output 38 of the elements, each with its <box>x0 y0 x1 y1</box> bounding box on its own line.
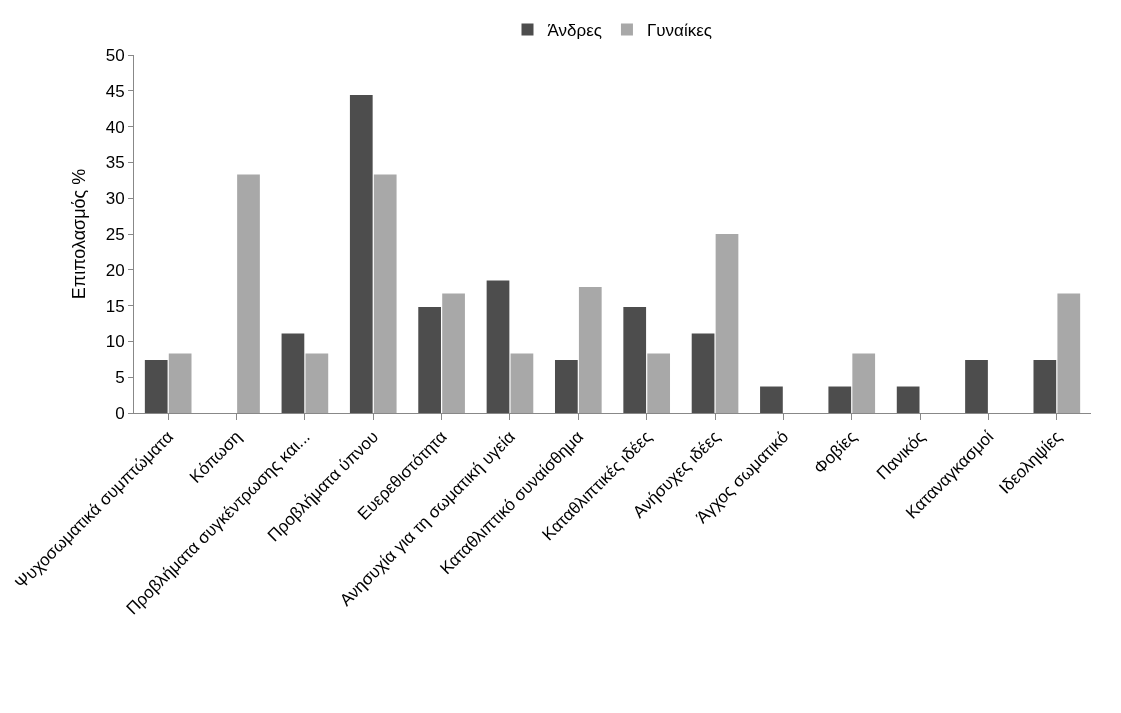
bar <box>418 307 442 413</box>
y-tick-label: 35 <box>105 153 125 173</box>
bar <box>486 280 510 413</box>
bar <box>1057 293 1081 413</box>
y-tick-label: 20 <box>105 260 125 280</box>
bar <box>715 234 739 413</box>
bar <box>852 353 876 413</box>
bar <box>896 386 920 413</box>
bar <box>647 353 671 413</box>
bar <box>144 360 168 413</box>
y-tick-label: 5 <box>115 368 125 388</box>
bar <box>510 353 534 413</box>
bar <box>965 360 988 413</box>
y-tick-label: 30 <box>105 189 125 209</box>
bar <box>578 286 602 413</box>
bar <box>442 293 465 413</box>
bar <box>1033 360 1057 413</box>
bar <box>828 386 852 413</box>
y-tick-label: 15 <box>105 296 125 316</box>
bar <box>349 95 373 413</box>
y-tick-label: 40 <box>105 117 125 137</box>
y-axis-title: Επιπολασμός % <box>68 168 89 300</box>
bar <box>691 333 715 413</box>
legend-label: Άνδρες <box>547 21 602 41</box>
bar <box>168 353 192 413</box>
y-tick-label: 10 <box>105 332 125 352</box>
bar <box>760 386 783 413</box>
y-tick-label: 25 <box>105 224 125 244</box>
y-tick-label: 45 <box>105 81 125 101</box>
y-tick-label: 0 <box>115 403 125 423</box>
legend-label: Γυναίκες <box>646 21 712 41</box>
bar <box>373 174 397 413</box>
bar <box>305 353 329 413</box>
bar <box>281 333 305 413</box>
y-tick-label: 50 <box>105 45 125 65</box>
bar <box>623 307 647 413</box>
bar <box>554 360 578 413</box>
bar <box>237 174 260 413</box>
